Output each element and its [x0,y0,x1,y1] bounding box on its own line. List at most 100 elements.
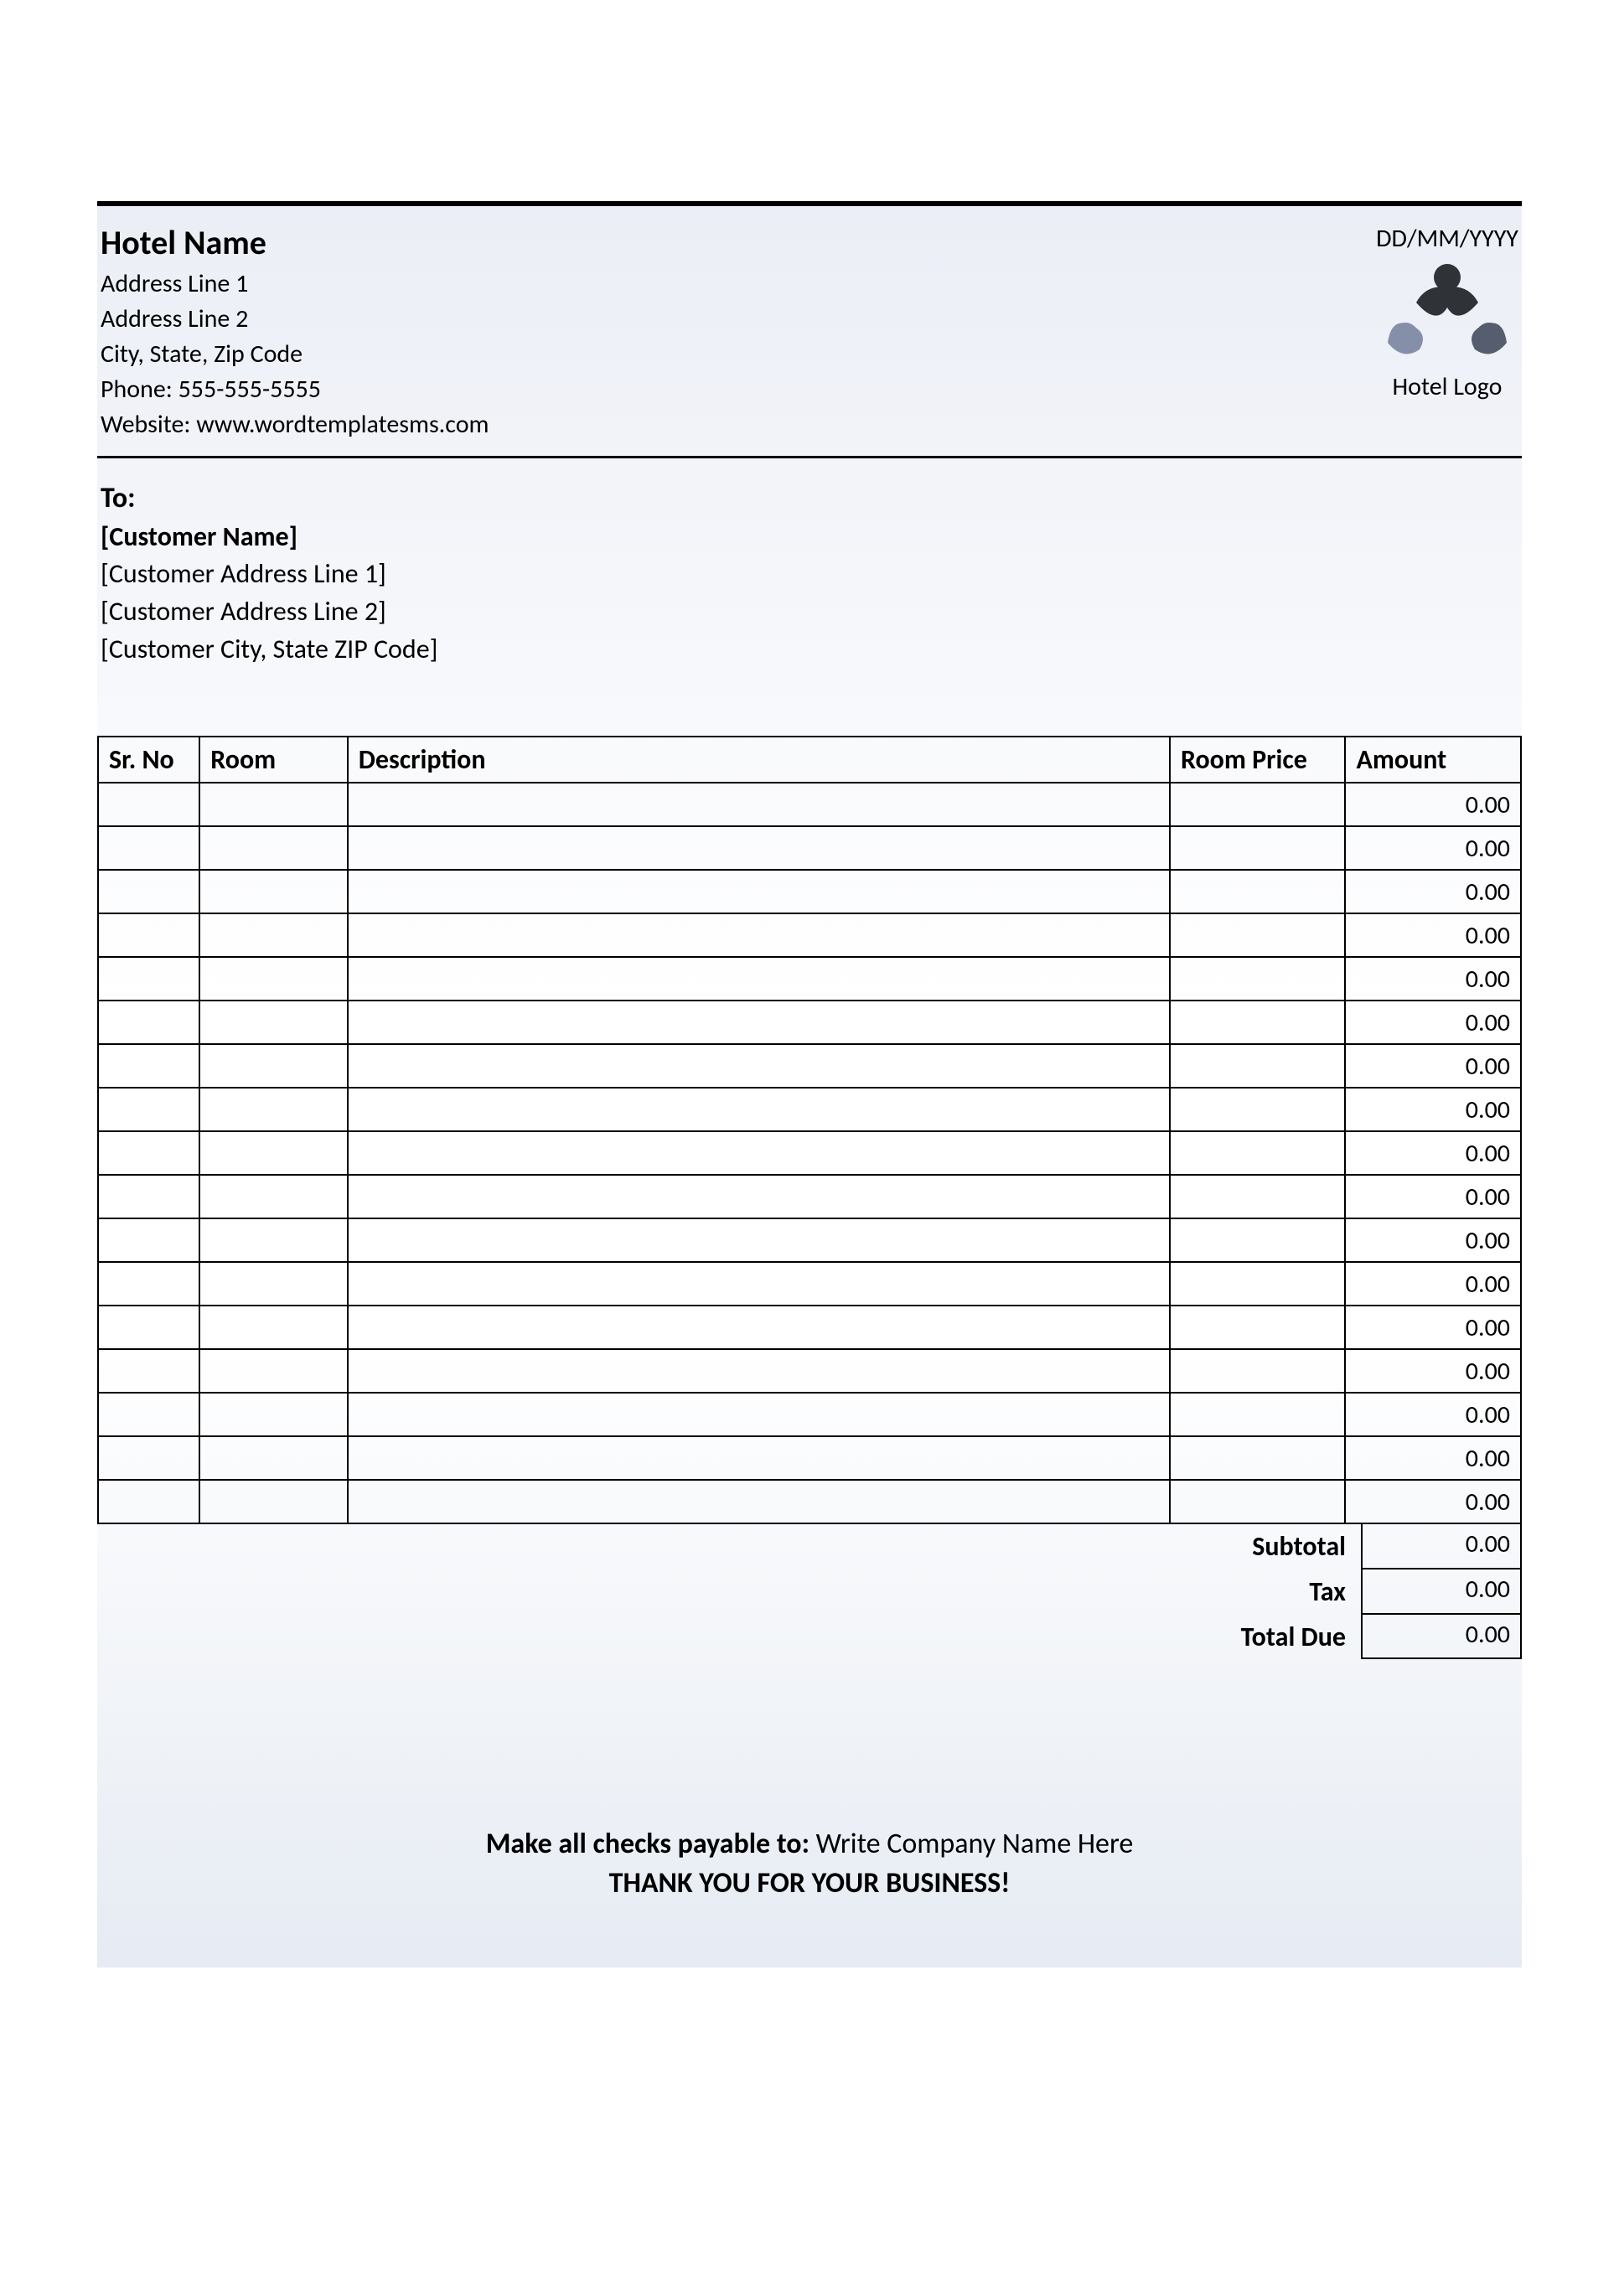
cell-desc [348,1175,1170,1218]
customer-block: To: [Customer Name] [Customer Address Li… [97,458,1522,669]
table-row: 0.00 [98,1001,1521,1044]
cell-desc [348,870,1170,913]
total-due-label: Total Due [1193,1615,1361,1660]
cell-room [199,1088,347,1131]
cell-price [1170,826,1345,870]
subtotal-value: 0.00 [1361,1524,1522,1569]
thank-you-line: THANK YOU FOR YOUR BUSINESS! [97,1866,1522,1900]
cell-price [1170,957,1345,1001]
table-row: 0.00 [98,1480,1521,1523]
col-description: Description [348,737,1170,783]
cell-sr [98,1436,199,1480]
cell-room [199,1044,347,1088]
cell-amount: 0.00 [1345,1218,1521,1262]
cell-sr [98,1088,199,1131]
hotel-city-state-zip: City, State, Zip Code [101,337,489,372]
cell-room [199,957,347,1001]
cell-amount: 0.00 [1345,1349,1521,1393]
cell-amount: 0.00 [1345,1088,1521,1131]
table-row: 0.00 [98,1175,1521,1218]
payable-value: Write Company Name Here [816,1827,1134,1861]
table-header-row: Sr. No Room Description Room Price Amoun… [98,737,1521,783]
cell-amount: 0.00 [1345,1393,1521,1436]
cell-sr [98,1262,199,1306]
totals-block: Subtotal 0.00 Tax 0.00 Total Due 0.00 [97,1524,1522,1659]
cell-desc [348,1131,1170,1175]
cell-room [199,913,347,957]
header: Hotel Name Address Line 1 Address Line 2… [97,206,1522,458]
cell-desc [348,913,1170,957]
table-row: 0.00 [98,1218,1521,1262]
cell-sr [98,1044,199,1088]
cell-price [1170,1349,1345,1393]
subtotal-label: Subtotal [1193,1524,1361,1569]
cell-desc [348,783,1170,826]
table-row: 0.00 [98,1393,1521,1436]
cell-room [199,783,347,826]
cell-room [199,1262,347,1306]
cell-desc [348,1436,1170,1480]
cell-desc [348,1088,1170,1131]
cell-room [199,1175,347,1218]
cell-room [199,826,347,870]
table-row: 0.00 [98,1262,1521,1306]
cell-room [199,1306,347,1349]
cell-sr [98,826,199,870]
col-sr-no: Sr. No [98,737,199,783]
cell-desc [348,1480,1170,1523]
col-amount: Amount [1345,737,1521,783]
cell-sr [98,1001,199,1044]
cell-room [199,1001,347,1044]
cell-amount: 0.00 [1345,826,1521,870]
hotel-phone: Phone: 555-555-5555 [101,372,489,407]
phone-value: 555-555-5555 [178,374,321,405]
table-row: 0.00 [98,957,1521,1001]
cell-amount: 0.00 [1345,1480,1521,1523]
cell-amount: 0.00 [1345,1001,1521,1044]
website-label: Website: [101,409,196,440]
table-row: 0.00 [98,826,1521,870]
table-row: 0.00 [98,1044,1521,1088]
cell-sr [98,913,199,957]
cell-amount: 0.00 [1345,913,1521,957]
cell-price [1170,783,1345,826]
table-row: 0.00 [98,1088,1521,1131]
cell-sr [98,1349,199,1393]
invoice-page: Hotel Name Address Line 1 Address Line 2… [97,201,1522,1968]
tax-value: 0.00 [1361,1569,1522,1615]
cell-sr [98,1175,199,1218]
table-row: 0.00 [98,1349,1521,1393]
customer-city-state-zip: [Customer City, State ZIP Code] [101,631,1518,669]
col-room-price: Room Price [1170,737,1345,783]
hotel-address-1: Address Line 1 [101,266,489,302]
tax-label: Tax [1193,1569,1361,1615]
cell-desc [348,1393,1170,1436]
table-row: 0.00 [98,913,1521,957]
cell-price [1170,1131,1345,1175]
cell-sr [98,1480,199,1523]
table-row: 0.00 [98,1306,1521,1349]
customer-address-2: [Customer Address Line 2] [101,593,1518,631]
total-due-row: Total Due 0.00 [97,1615,1522,1660]
cell-desc [348,1001,1170,1044]
logo-block: DD/MM/YYYY Hotel Logo [1376,223,1522,402]
hotel-block: Hotel Name Address Line 1 Address Line 2… [97,223,489,442]
total-due-value: 0.00 [1361,1615,1522,1660]
cell-room [199,1218,347,1262]
cell-sr [98,783,199,826]
phone-label: Phone: [101,374,178,405]
cell-price [1170,1306,1345,1349]
table-row: 0.00 [98,1436,1521,1480]
payable-line: Make all checks payable to: Write Compan… [97,1827,1522,1861]
payable-label: Make all checks payable to: [486,1827,816,1861]
cell-price [1170,1044,1345,1088]
line-items-table: Sr. No Room Description Room Price Amoun… [97,736,1522,1525]
cell-amount: 0.00 [1345,957,1521,1001]
cell-room [199,1393,347,1436]
website-value: www.wordtemplatesms.com [196,409,489,440]
cell-amount: 0.00 [1345,1306,1521,1349]
cell-price [1170,1262,1345,1306]
cell-price [1170,1436,1345,1480]
cell-price [1170,1001,1345,1044]
cell-amount: 0.00 [1345,1436,1521,1480]
